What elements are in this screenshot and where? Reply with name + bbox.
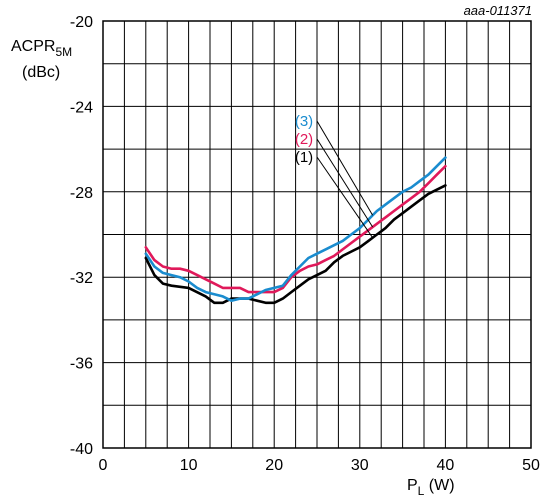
x-axis-label: PL (W)	[407, 477, 455, 498]
callout-leader-line	[316, 120, 374, 216]
x-tick-label: 40	[437, 457, 455, 474]
tick-labels: 0 10 20 30 40 50 -20 -24 -28 -32 -36 -40	[70, 14, 540, 474]
callout-label: (1)	[295, 149, 313, 166]
callout-leader-line	[316, 138, 374, 228]
x-tick-label: 0	[99, 457, 108, 474]
y-tick-label: -36	[70, 356, 93, 373]
callout-label: (2)	[295, 131, 313, 148]
x-axis-label-unit: (W)	[424, 477, 454, 494]
series-line-1	[144, 184, 447, 305]
x-axis-label-main: P	[407, 477, 418, 494]
x-tick-label: 30	[351, 457, 369, 474]
y-axis-label: ACPR5M	[11, 38, 72, 59]
x-tick-label: 10	[180, 457, 198, 474]
callout-label: (3)	[295, 113, 313, 130]
y-tick-label: -40	[70, 441, 93, 458]
y-tick-label: -28	[70, 185, 93, 202]
series-line-2	[144, 164, 447, 294]
y-axis-label-main: ACPR	[11, 38, 55, 55]
y-axis-unit: (dBc)	[22, 64, 60, 81]
series-callouts: (3)(2)(1)	[295, 113, 374, 238]
y-tick-label: -24	[70, 99, 93, 116]
plot-frame	[102, 20, 532, 449]
y-tick-label: -32	[70, 270, 93, 287]
y-axis-label-sub: 5M	[55, 45, 72, 59]
series-line-3	[144, 156, 447, 302]
y-tick-label: -20	[70, 14, 93, 31]
series-group	[144, 156, 447, 305]
figure-code: aaa-011371	[464, 3, 532, 18]
callout-leader-line	[316, 156, 374, 238]
x-tick-label: 50	[522, 457, 540, 474]
x-tick-label: 20	[265, 457, 283, 474]
x-axis-label-sub: L	[418, 484, 425, 498]
grid-lines	[103, 21, 531, 448]
